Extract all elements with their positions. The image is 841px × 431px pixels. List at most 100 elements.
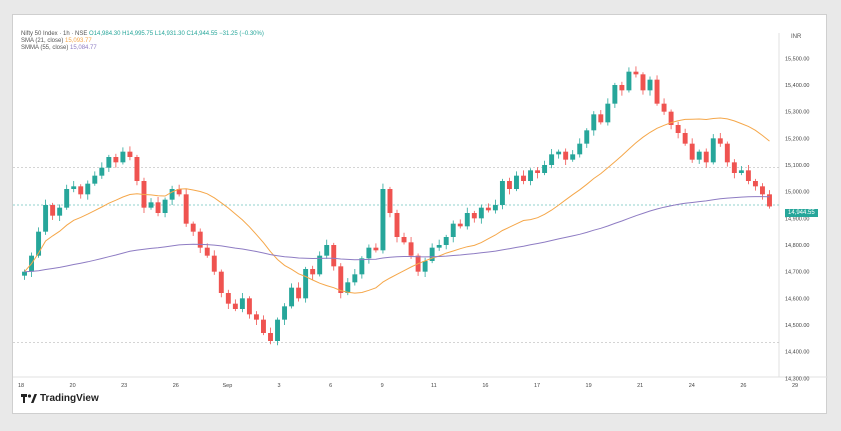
candle-body bbox=[225, 293, 231, 304]
candle-body bbox=[310, 269, 316, 275]
candle-body bbox=[85, 183, 91, 195]
candle-body bbox=[514, 175, 519, 189]
candle-body bbox=[682, 133, 688, 144]
y-tick-label: 14,900.00 bbox=[785, 216, 809, 222]
candle-body bbox=[162, 199, 168, 213]
candle-body bbox=[275, 319, 280, 341]
candle-body bbox=[113, 157, 119, 163]
candle-body bbox=[43, 205, 49, 232]
candle-body bbox=[253, 314, 259, 320]
candle-body bbox=[324, 245, 330, 256]
candle-body bbox=[422, 261, 428, 272]
y-tick-label: 14,500.00 bbox=[785, 323, 809, 329]
x-tick-label: 21 bbox=[637, 383, 643, 389]
x-tick-label: 23 bbox=[121, 383, 127, 389]
candle-body bbox=[471, 213, 477, 219]
tradingview-logo-icon bbox=[21, 394, 37, 403]
candle-body bbox=[50, 205, 56, 216]
y-tick-label: 15,300.00 bbox=[785, 110, 809, 116]
x-tick-label: 29 bbox=[792, 383, 798, 389]
candle-body bbox=[675, 125, 681, 133]
candle-body bbox=[745, 170, 751, 181]
candle-body bbox=[71, 186, 77, 189]
candle-body bbox=[239, 298, 245, 309]
legend-title-row: Nifty 50 Index · 1h · NSE O14,984.30 H14… bbox=[21, 31, 264, 38]
candle-body bbox=[352, 274, 358, 283]
candle-body bbox=[570, 154, 576, 160]
x-tick-label: 6 bbox=[329, 383, 332, 389]
legend-smma-row[interactable]: SMMA (55, close) 15,084.77 bbox=[21, 45, 264, 52]
x-tick-label: 3 bbox=[277, 383, 280, 389]
candle-body bbox=[591, 114, 597, 131]
candle-body bbox=[57, 207, 63, 216]
candle-body bbox=[232, 303, 238, 309]
x-tick-label: 26 bbox=[740, 383, 746, 389]
sma-line bbox=[24, 117, 770, 294]
candle-body bbox=[506, 181, 512, 189]
candle-body bbox=[521, 175, 526, 181]
candle-body bbox=[408, 242, 414, 256]
candle-body bbox=[457, 223, 463, 227]
candle-body bbox=[359, 258, 365, 275]
price-chart[interactable]: 15,500.00 15,400.00 15,300.00 15,200.00 15,1… bbox=[13, 15, 828, 415]
candle-body bbox=[282, 306, 288, 320]
candle-body bbox=[647, 79, 653, 91]
candle-body bbox=[387, 189, 393, 213]
candle-body bbox=[268, 333, 273, 341]
candle-body bbox=[120, 151, 126, 163]
candle-body bbox=[478, 207, 484, 219]
candle-body bbox=[289, 287, 295, 307]
legend-title: Nifty 50 Index · 1h · NSE bbox=[21, 31, 88, 37]
candle-body bbox=[64, 189, 70, 208]
tradingview-logo-text: TradingView bbox=[40, 393, 99, 404]
x-tick-label: 16 bbox=[482, 383, 488, 389]
y-tick-label: 14,800.00 bbox=[785, 243, 809, 249]
candle-body bbox=[619, 85, 625, 91]
candle-body bbox=[36, 231, 42, 256]
candle-body bbox=[752, 181, 758, 187]
x-tick-label: 9 bbox=[381, 383, 384, 389]
candle-body bbox=[148, 202, 154, 208]
legend-sma-row[interactable]: SMA (21, close) 15,093.77 bbox=[21, 38, 264, 45]
candle-body bbox=[92, 175, 98, 184]
y-tick-label: 14,600.00 bbox=[785, 296, 809, 302]
candle-body bbox=[436, 245, 442, 248]
candle-body bbox=[401, 237, 407, 243]
candle-body bbox=[176, 189, 182, 195]
tradingview-logo[interactable]: TradingView bbox=[21, 393, 99, 404]
candle-body bbox=[731, 162, 737, 173]
currency-label: INR bbox=[791, 34, 802, 40]
candle-body bbox=[183, 194, 189, 224]
candle-body bbox=[345, 282, 351, 293]
candle-body bbox=[584, 130, 590, 144]
candle-body bbox=[528, 170, 533, 181]
smma-line bbox=[24, 196, 770, 273]
candle-body bbox=[296, 287, 302, 299]
candle-body bbox=[577, 143, 583, 155]
x-tick-label: 24 bbox=[689, 383, 695, 389]
candle-body bbox=[598, 114, 604, 123]
candle-body bbox=[464, 213, 470, 227]
legend-smma-label: SMMA (55, close) bbox=[21, 45, 69, 51]
candle-body bbox=[492, 205, 498, 211]
y-tick-label: 15,100.00 bbox=[785, 163, 809, 169]
candle-body bbox=[450, 223, 456, 237]
candle-body bbox=[689, 143, 695, 160]
candle-body bbox=[654, 79, 660, 104]
chart-legend: Nifty 50 Index · 1h · NSE O14,984.30 H14… bbox=[21, 31, 264, 52]
x-tick-label: 19 bbox=[586, 383, 592, 389]
candle-body bbox=[78, 186, 84, 195]
candle-body bbox=[22, 271, 27, 276]
candle-body bbox=[134, 157, 140, 181]
candle-body bbox=[99, 167, 105, 176]
y-tick-label: 15,200.00 bbox=[785, 136, 809, 142]
candle-body bbox=[738, 170, 744, 173]
candle-body bbox=[106, 157, 112, 168]
candle-body bbox=[190, 223, 196, 232]
candle-body bbox=[668, 111, 674, 125]
y-tick-label: 14,400.00 bbox=[785, 350, 809, 356]
candle-body bbox=[626, 71, 632, 91]
candle-body bbox=[696, 151, 702, 160]
candle-body bbox=[197, 231, 203, 248]
y-tick-label: 15,000.00 bbox=[785, 190, 809, 196]
